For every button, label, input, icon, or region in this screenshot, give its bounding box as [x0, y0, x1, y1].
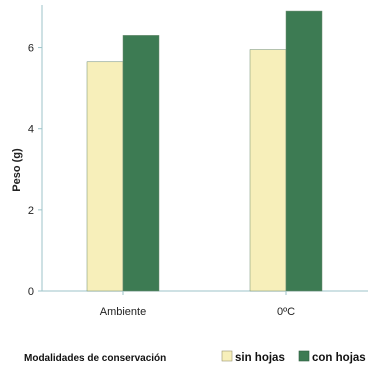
bar-con-hojas-0: [122, 35, 160, 292]
y-tick-label: 0: [28, 286, 34, 298]
y-axis-title: Peso (g): [11, 148, 23, 192]
legend: sin hojas con hojas: [221, 350, 366, 364]
y-tick-label: 2: [28, 205, 34, 217]
legend-label-sin-hojas: sin hojas: [235, 352, 285, 364]
legend-swatch-con-hojas: [298, 350, 310, 362]
bar-sin-hojas-1: [249, 49, 287, 292]
x-tick-label: 0ºC: [277, 306, 295, 318]
y-tick-label: 6: [28, 43, 34, 55]
legend-title: Modalidades de conservación: [24, 353, 166, 364]
legend-swatch-sin-hojas: [221, 350, 233, 362]
plot-area: 0 2 4 6 Ambiente 0ºC: [28, 5, 368, 318]
y-tick-label: 4: [28, 124, 34, 136]
x-tick-label: Ambiente: [100, 306, 146, 318]
legend-label-con-hojas: con hojas: [312, 352, 366, 364]
bar-con-hojas-1: [285, 10, 323, 292]
bar-sin-hojas-0: [86, 61, 124, 292]
